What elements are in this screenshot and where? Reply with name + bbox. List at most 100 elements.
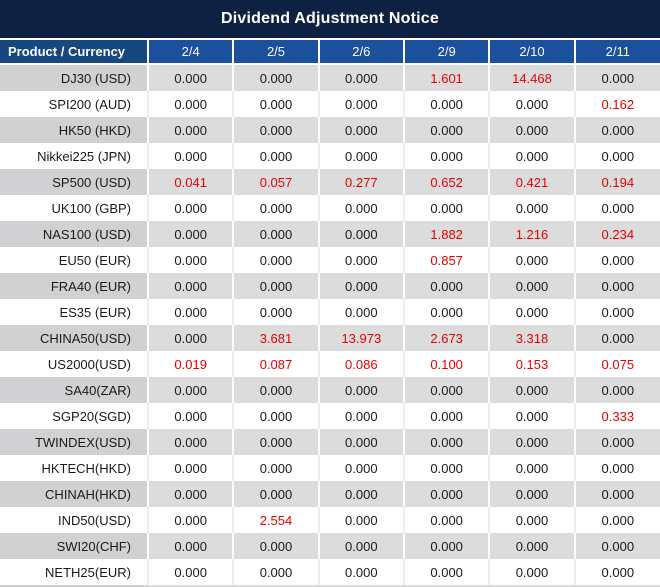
dividend-value: 0.194: [573, 169, 660, 195]
dividend-value: 0.000: [232, 221, 319, 247]
dividend-value: 0.000: [317, 377, 404, 403]
product-name: TWINDEX(USD): [0, 429, 148, 455]
dividend-value: 0.000: [488, 377, 575, 403]
dividend-value: 0.000: [146, 143, 234, 169]
dividend-value: 0.000: [146, 64, 234, 91]
dividend-value: 0.000: [146, 559, 234, 585]
product-name: CHINAH(HKD): [0, 481, 148, 507]
product-name: SGP20(SGD): [0, 403, 148, 429]
dividend-value: 0.000: [402, 403, 490, 429]
dividend-value: 0.000: [146, 221, 234, 247]
dividend-value: 0.000: [402, 559, 490, 585]
dividend-value: 0.000: [488, 481, 575, 507]
dividend-value: 0.000: [573, 325, 660, 351]
product-name: NAS100 (USD): [0, 221, 148, 247]
dividend-value: 0.000: [317, 481, 404, 507]
product-name: SPI200 (AUD): [0, 91, 148, 117]
dividend-value: 0.153: [488, 351, 575, 377]
dividend-value: 0.000: [402, 143, 490, 169]
dividend-value: 0.421: [488, 169, 575, 195]
product-name: EU50 (EUR): [0, 247, 148, 273]
dividend-value: 0.000: [232, 299, 319, 325]
dividend-value: 0.000: [488, 117, 575, 143]
table-row: EU50 (EUR) 0.000 0.000 0.000 0.857 0.000 0.000: [0, 247, 660, 273]
table-row: NAS100 (USD) 0.000 0.000 0.000 1.882 1.216 0.2…: [0, 221, 660, 247]
dividend-value: 0.000: [573, 273, 660, 299]
dividend-value: 0.000: [488, 533, 575, 559]
dividend-value: 0.000: [573, 143, 660, 169]
table-row: SA40(ZAR) 0.000 0.000 0.000 0.000 0.000 0.000: [0, 377, 660, 403]
dividend-value: 0.000: [232, 559, 319, 585]
dividend-table: Product / Currency 2/4 2/5 2/6 2/9 2/10 2/11 …: [0, 40, 660, 585]
dividend-value: 2.673: [402, 325, 490, 351]
table-row: Nikkei225 (JPN) 0.000 0.000 0.000 0.000 0.000…: [0, 143, 660, 169]
dividend-value: 0.000: [573, 299, 660, 325]
product-name: US2000(USD): [0, 351, 148, 377]
dividend-value: 0.000: [573, 247, 660, 273]
dividend-value: 0.000: [232, 481, 319, 507]
dividend-value: 0.000: [317, 299, 404, 325]
dividend-value: 0.000: [146, 481, 234, 507]
dividend-value: 0.000: [146, 299, 234, 325]
product-name: UK100 (GBP): [0, 195, 148, 221]
dividend-value: 0.000: [146, 117, 234, 143]
dividend-value: 0.000: [232, 143, 319, 169]
dividend-value: 0.000: [317, 195, 404, 221]
dividend-value: 0.000: [573, 507, 660, 533]
dividend-value: 0.000: [317, 91, 404, 117]
dividend-value: 0.162: [573, 91, 660, 117]
dividend-value: 0.000: [146, 429, 234, 455]
table-row: DJ30 (USD) 0.000 0.000 0.000 1.601 14.468 0.00…: [0, 64, 660, 91]
dividend-value: 0.000: [573, 117, 660, 143]
dividend-value: 0.000: [488, 143, 575, 169]
dividend-value: 0.000: [317, 64, 404, 91]
dividend-value: 0.000: [488, 299, 575, 325]
date-column-header: 2/10: [488, 40, 575, 64]
dividend-value: 0.000: [317, 533, 404, 559]
dividend-value: 0.000: [232, 429, 319, 455]
page-title: Dividend Adjustment Notice: [221, 10, 439, 27]
dividend-value: 0.000: [232, 117, 319, 143]
dividend-value: 0.000: [402, 91, 490, 117]
date-column-header: 2/9: [402, 40, 490, 64]
dividend-value: 0.000: [317, 143, 404, 169]
dividend-value: 0.652: [402, 169, 490, 195]
dividend-value: 0.000: [402, 429, 490, 455]
dividend-value: 0.000: [146, 533, 234, 559]
table-row: FRA40 (EUR) 0.000 0.000 0.000 0.000 0.000 0.00…: [0, 273, 660, 299]
dividend-value: 3.318: [488, 325, 575, 351]
dividend-value: 0.000: [488, 247, 575, 273]
dividend-value: 0.000: [317, 507, 404, 533]
table-row: UK100 (GBP) 0.000 0.000 0.000 0.000 0.000 0.00…: [0, 195, 660, 221]
dividend-value: 1.882: [402, 221, 490, 247]
table-row: CHINA50(USD) 0.000 3.681 13.973 2.673 3.318 0.…: [0, 325, 660, 351]
dividend-value: 0.000: [573, 455, 660, 481]
dividend-value: 0.277: [317, 169, 404, 195]
dividend-value: 3.681: [232, 325, 319, 351]
dividend-value: 0.000: [488, 91, 575, 117]
table-row: HKTECH(HKD) 0.000 0.000 0.000 0.000 0.000 0.00…: [0, 455, 660, 481]
dividend-value: 0.000: [146, 247, 234, 273]
dividend-value: 0.019: [146, 351, 234, 377]
table-row: CHINAH(HKD) 0.000 0.000 0.000 0.000 0.000 0.00…: [0, 481, 660, 507]
dividend-value: 0.000: [402, 481, 490, 507]
dividend-value: 0.100: [402, 351, 490, 377]
table-row: SPI200 (AUD) 0.000 0.000 0.000 0.000 0.000 0.1…: [0, 91, 660, 117]
date-column-header: 2/5: [232, 40, 319, 64]
date-column-header: 2/11: [573, 40, 660, 64]
dividend-value: 0.000: [232, 377, 319, 403]
product-name: NETH25(EUR): [0, 559, 148, 585]
product-name: HKTECH(HKD): [0, 455, 148, 481]
dividend-value: 0.000: [317, 559, 404, 585]
dividend-value: 0.075: [573, 351, 660, 377]
header-row: Product / Currency 2/4 2/5 2/6 2/9 2/10 2/11: [0, 40, 660, 64]
table-row: ES35 (EUR) 0.000 0.000 0.000 0.000 0.000 0.000: [0, 299, 660, 325]
dividend-value: 0.000: [402, 195, 490, 221]
dividend-value: 1.216: [488, 221, 575, 247]
dividend-value: 13.973: [317, 325, 404, 351]
dividend-value: 0.000: [317, 273, 404, 299]
dividend-value: 0.000: [317, 429, 404, 455]
table-body: DJ30 (USD) 0.000 0.000 0.000 1.601 14.468 0.00…: [0, 64, 660, 585]
dividend-value: 0.000: [317, 221, 404, 247]
